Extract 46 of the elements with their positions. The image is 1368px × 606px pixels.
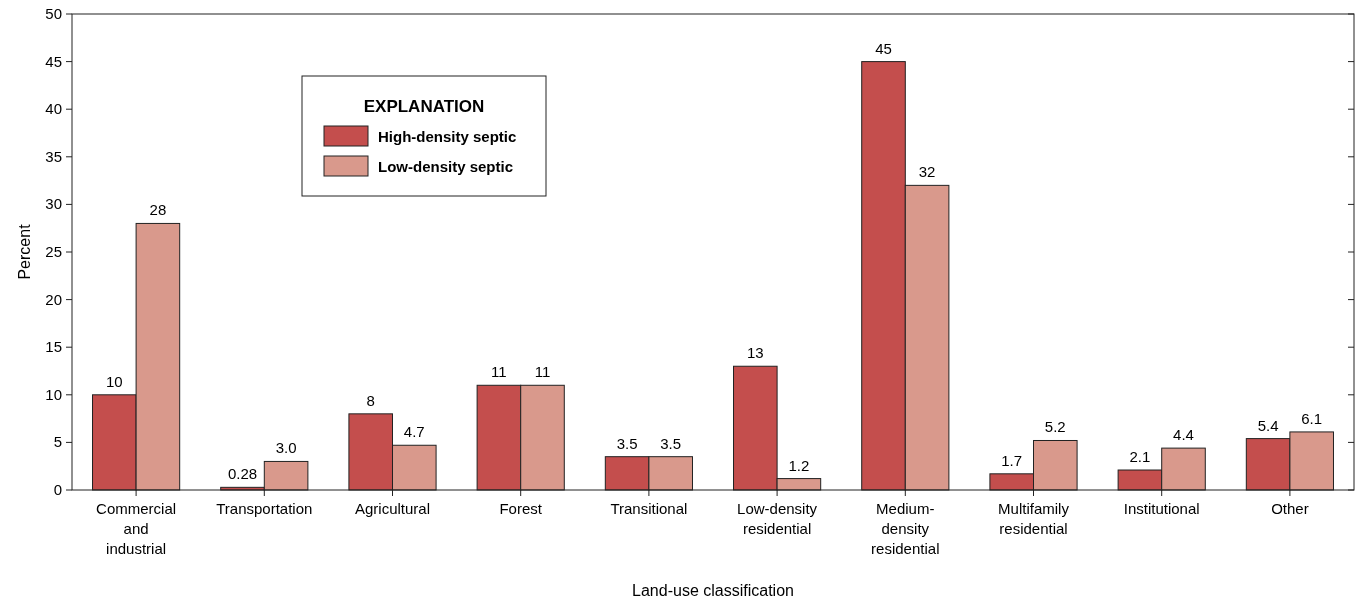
data-label: 4.7 [403,423,425,441]
y-tick-label: 0 [53,481,62,498]
x-tick-label: Other [1271,500,1309,517]
y-tick-label: 25 [45,243,62,260]
y-tick-label: 5 [53,433,62,451]
legend-label: High-density septic [378,128,517,145]
data-label: 45 [875,39,892,57]
x-tick-label: Low-density residential [737,500,818,537]
data-label: 6.1 [1301,409,1323,427]
data-label: 10 [105,372,123,390]
legend-title: EXPLANATION [363,97,485,116]
y-tick-label: 35 [45,147,62,165]
y-tick-label: 30 [45,195,62,213]
data-label: 3.5 [616,434,638,452]
legend-label: Low-density septic [378,158,514,175]
data-label: 1.7 [1001,451,1023,469]
x-tick-label: Multifamily residential [998,500,1070,537]
x-tick-label: Commercial and industrial [96,500,177,557]
data-label: 2.1 [1129,448,1151,466]
x-tick-label: Transportation [216,500,313,517]
x-axis-title: Land-use classification [632,582,794,599]
x-tick-label: Medium-density residential [871,500,940,557]
data-label: 1.2 [788,456,810,474]
x-tick-label: Institutional [1123,500,1200,517]
data-label: 3.0 [275,439,297,457]
y-tick-label: 10 [45,385,62,403]
y-tick-label: 40 [45,100,62,118]
y-tick-label: 45 [45,52,62,70]
data-label: 0.28 [227,465,258,483]
y-axis-title: Percent [16,223,33,280]
data-label: 28 [149,201,167,219]
x-tick-label: Transitional [610,500,688,517]
y-tick-label: 15 [45,338,62,356]
data-label: 8 [366,391,375,409]
data-label: 13 [746,344,764,362]
data-label: 11 [534,363,551,381]
data-label: 5.2 [1044,418,1066,436]
y-tick-label: 20 [45,290,62,308]
data-label: 4.4 [1173,426,1194,444]
data-label: 11 [491,363,507,381]
data-label: 32 [918,163,936,181]
data-label: 3.5 [660,434,682,452]
x-tick-label: Forest [499,500,543,517]
y-tick-label: 50 [45,5,62,22]
data-label: 5.4 [1257,416,1279,434]
x-tick-label: Agricultural [354,500,431,517]
